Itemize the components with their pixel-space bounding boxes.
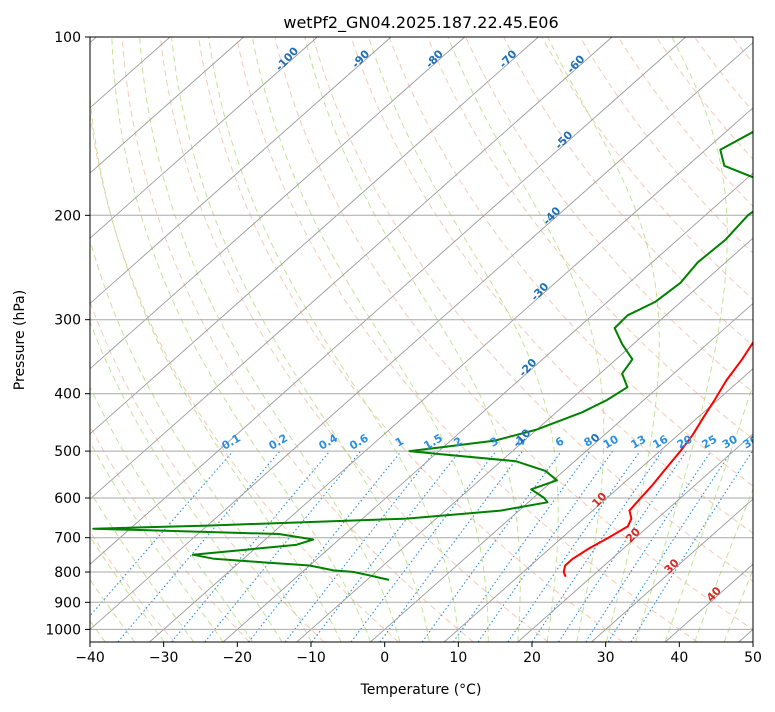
x-tick-label: 20: [523, 650, 541, 666]
y-tick-label: 100: [54, 30, 81, 46]
y-tick-label: 500: [54, 444, 81, 460]
y-axis-label: Pressure (hPa): [12, 290, 28, 390]
chart-title: wetPf2_GN04.2025.187.22.45.E06: [283, 13, 558, 33]
y-tick-label: 400: [54, 387, 81, 403]
x-tick-label: −40: [75, 650, 105, 666]
y-tick-label: 900: [54, 595, 81, 611]
y-tick-label: 700: [54, 531, 81, 547]
x-tick-label: −30: [149, 650, 179, 666]
y-tick-label: 600: [54, 491, 81, 507]
x-tick-label: 30: [597, 650, 615, 666]
x-axis-label: Temperature (°C): [360, 682, 482, 698]
x-tick-label: 0: [380, 650, 389, 666]
x-tick-label: −20: [223, 650, 253, 666]
x-tick-label: 50: [744, 650, 762, 666]
x-tick-label: −10: [296, 650, 326, 666]
x-tick-label: 10: [449, 650, 467, 666]
y-tick-label: 200: [54, 208, 81, 224]
y-tick-label: 300: [54, 313, 81, 329]
x-tick-label: 40: [670, 650, 688, 666]
y-tick-label: 1000: [45, 622, 81, 638]
y-tick-label: 800: [54, 565, 81, 581]
